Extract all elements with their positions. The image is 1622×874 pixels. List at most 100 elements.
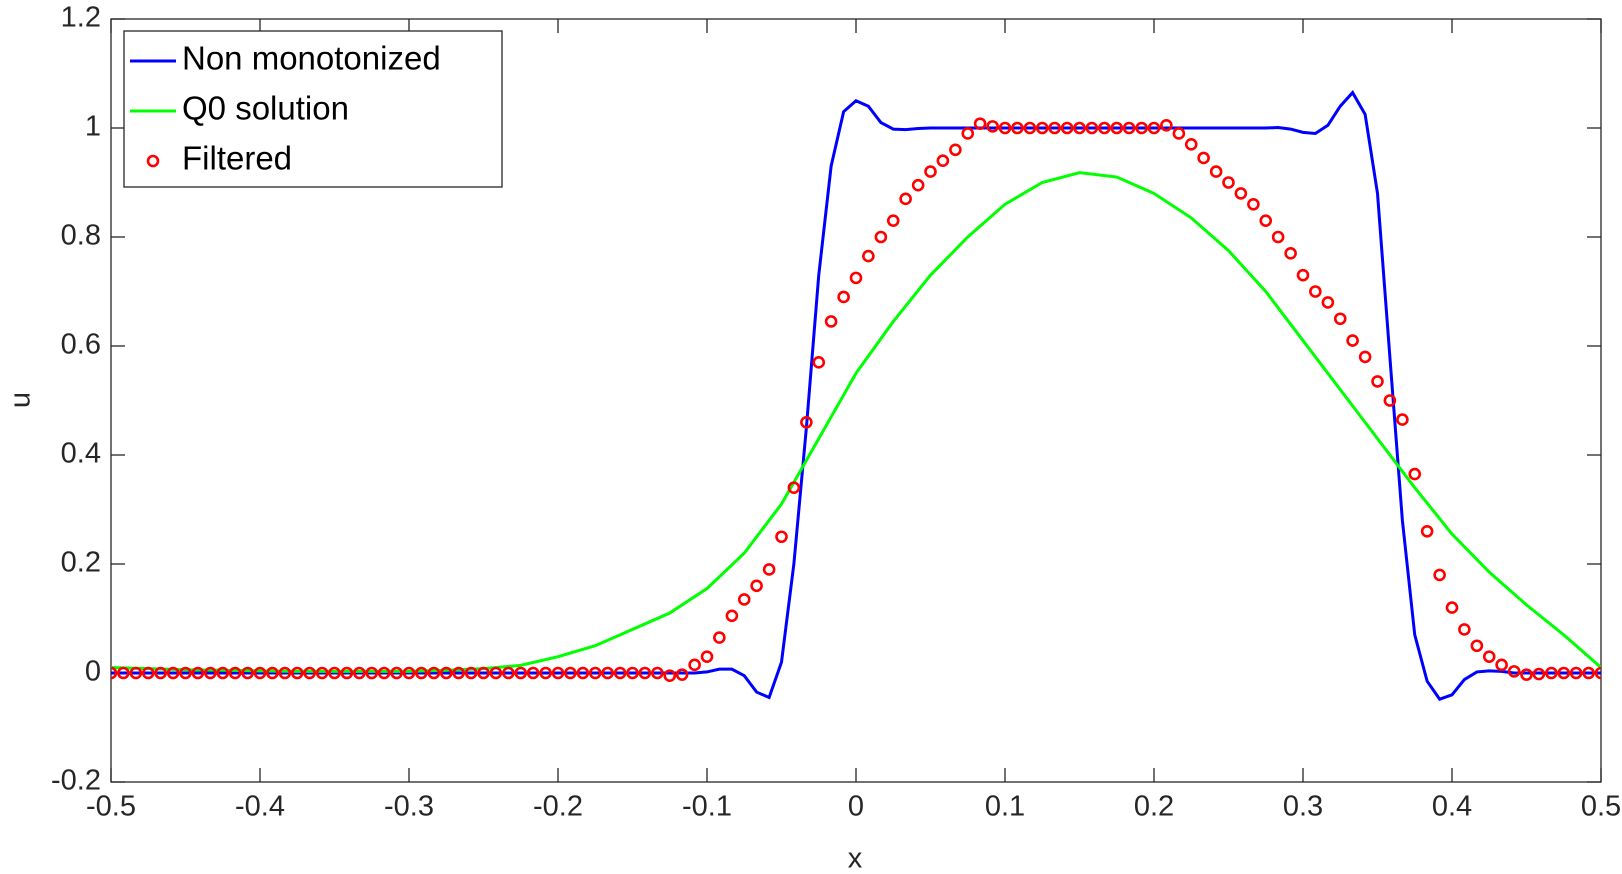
data-point bbox=[365, 666, 379, 680]
data-point bbox=[862, 249, 875, 263]
x-axis-label: x bbox=[848, 843, 863, 874]
data-point bbox=[1060, 121, 1074, 135]
data-point bbox=[1184, 138, 1198, 151]
data-point bbox=[564, 666, 577, 680]
data-point bbox=[390, 666, 403, 680]
data-point bbox=[1122, 121, 1136, 135]
data-point bbox=[377, 666, 391, 680]
data-point bbox=[1569, 666, 1583, 680]
data-point bbox=[911, 178, 925, 192]
data-point bbox=[800, 415, 813, 429]
data-point bbox=[1284, 247, 1297, 260]
data-point bbox=[179, 666, 192, 680]
data-point bbox=[1594, 666, 1601, 680]
series-line bbox=[111, 171, 1601, 673]
x-tick-label: 0 bbox=[848, 791, 864, 823]
data-point bbox=[787, 481, 801, 495]
x-tick-label: 0.2 bbox=[1134, 791, 1174, 823]
data-point bbox=[1495, 658, 1508, 672]
data-point bbox=[588, 666, 602, 680]
data-point bbox=[849, 271, 863, 285]
data-point bbox=[899, 192, 912, 206]
data-point bbox=[1098, 121, 1111, 135]
legend-label: Filtered bbox=[182, 140, 292, 177]
data-point bbox=[601, 666, 614, 680]
y-tick-label: -0.2 bbox=[51, 765, 101, 797]
data-point bbox=[228, 666, 242, 680]
data-point bbox=[1557, 666, 1571, 680]
data-point bbox=[303, 666, 316, 680]
data-point bbox=[551, 666, 565, 680]
data-point bbox=[874, 230, 888, 244]
data-point bbox=[253, 666, 267, 680]
data-point bbox=[1346, 334, 1359, 347]
data-point bbox=[514, 666, 528, 680]
data-point bbox=[141, 666, 155, 680]
data-point bbox=[924, 165, 937, 178]
y-tick-label: 0 bbox=[85, 656, 101, 688]
data-point bbox=[651, 666, 664, 680]
y-tick-label: 1.2 bbox=[61, 2, 101, 34]
legend-label: Non monotonized bbox=[182, 40, 441, 77]
data-point bbox=[998, 121, 1012, 135]
data-point bbox=[762, 563, 776, 576]
data-point bbox=[1545, 666, 1558, 680]
data-point bbox=[1209, 165, 1223, 178]
data-point bbox=[973, 117, 987, 130]
data-point bbox=[439, 666, 453, 680]
data-point bbox=[1023, 121, 1037, 135]
data-point bbox=[415, 666, 428, 680]
data-point bbox=[1160, 118, 1173, 132]
data-point bbox=[1458, 623, 1471, 636]
y-tick-label: 0.8 bbox=[61, 220, 101, 252]
data-point bbox=[1582, 666, 1595, 680]
data-point bbox=[638, 666, 652, 680]
data-point bbox=[688, 658, 701, 672]
data-point bbox=[1296, 268, 1310, 282]
data-point bbox=[576, 666, 590, 680]
data-point bbox=[154, 666, 167, 680]
data-point bbox=[837, 290, 850, 304]
y-axis-label: u bbox=[5, 392, 37, 408]
data-point bbox=[452, 666, 465, 680]
data-point bbox=[502, 666, 515, 680]
data-point bbox=[1234, 187, 1248, 200]
data-point bbox=[775, 530, 788, 544]
data-point bbox=[725, 609, 739, 623]
data-point bbox=[1147, 121, 1161, 135]
data-point bbox=[402, 666, 416, 680]
data-point bbox=[1309, 285, 1322, 298]
data-point bbox=[1110, 121, 1124, 135]
data-point bbox=[464, 666, 478, 680]
data-point bbox=[675, 668, 689, 681]
data-point bbox=[204, 666, 217, 680]
data-point bbox=[1011, 121, 1024, 135]
data-point bbox=[986, 120, 999, 133]
legend-swatch bbox=[146, 154, 160, 168]
x-tick-label: 0.1 bbox=[985, 791, 1025, 823]
data-point bbox=[328, 666, 341, 680]
x-tick-label: -0.3 bbox=[384, 791, 434, 823]
plot-area bbox=[111, 90, 1601, 701]
data-point bbox=[1222, 176, 1235, 189]
data-point bbox=[750, 579, 763, 593]
data-point bbox=[1420, 524, 1434, 538]
legend-box bbox=[123, 30, 503, 188]
data-point bbox=[812, 356, 826, 369]
data-point bbox=[111, 666, 118, 680]
data-point bbox=[1507, 665, 1521, 678]
data-point bbox=[1383, 394, 1397, 407]
data-point bbox=[216, 666, 230, 680]
data-point bbox=[1073, 121, 1086, 135]
data-point bbox=[526, 666, 540, 680]
data-point bbox=[1247, 198, 1260, 211]
data-point bbox=[1408, 467, 1422, 481]
data-point bbox=[1433, 568, 1446, 582]
data-point bbox=[290, 666, 304, 680]
data-point bbox=[1271, 230, 1285, 244]
y-tick-label: 0.2 bbox=[61, 547, 101, 579]
data-point bbox=[1172, 127, 1186, 140]
x-tick-label: -0.1 bbox=[682, 791, 732, 823]
data-point bbox=[613, 666, 627, 680]
